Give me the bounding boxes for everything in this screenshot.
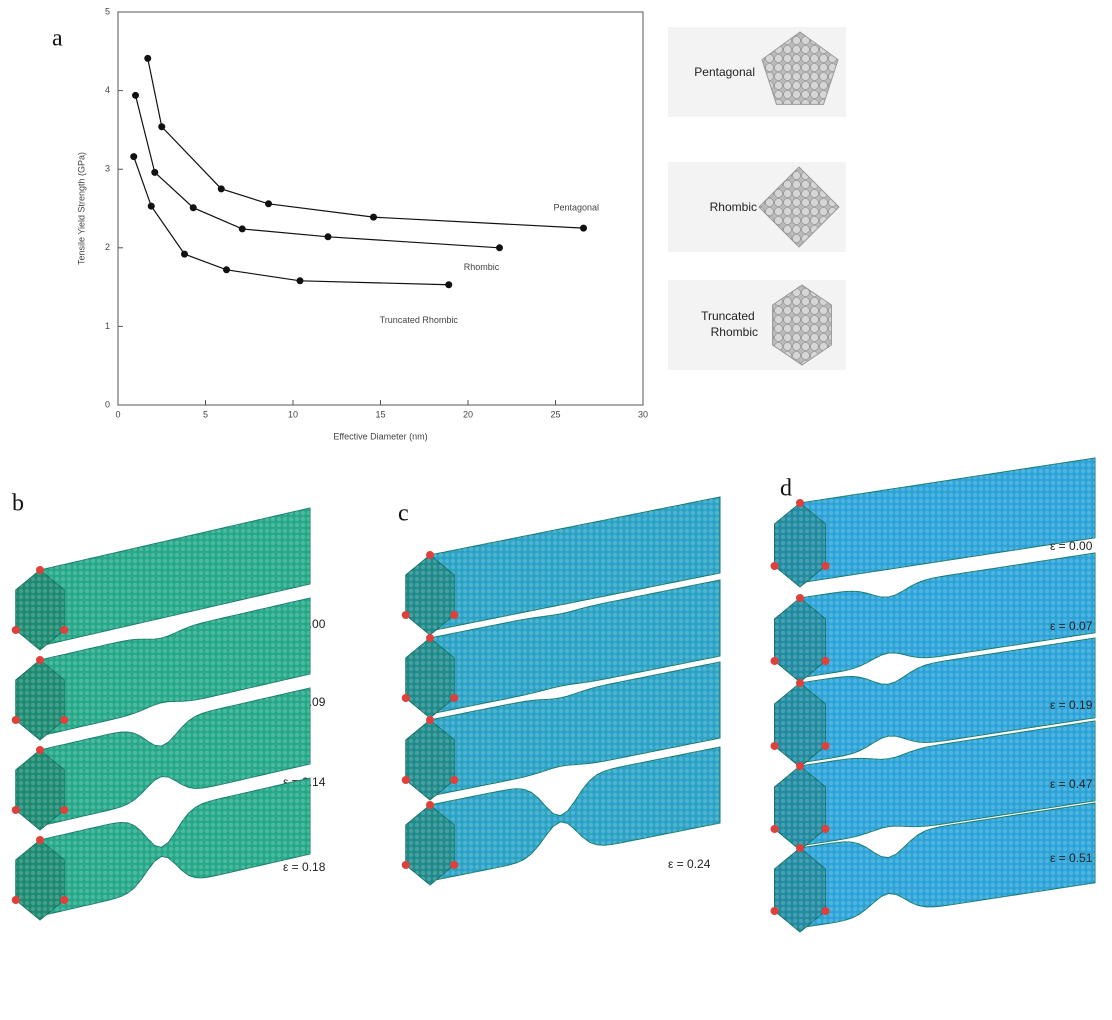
series-label: Rhombic [464, 262, 500, 272]
corner-atom [402, 611, 410, 619]
data-point [158, 123, 165, 130]
x-tick-label: 20 [463, 409, 473, 419]
corner-atom [796, 844, 804, 852]
data-point [148, 203, 155, 210]
x-tick-label: 30 [638, 409, 648, 419]
strain-label: ε = 0.24 [668, 857, 711, 871]
series-line [134, 157, 449, 285]
corner-atom [771, 825, 779, 833]
data-point [580, 225, 587, 232]
data-point [223, 266, 230, 273]
corner-atom [796, 679, 804, 687]
corner-atom [36, 746, 44, 754]
figure: a 0 5 10 15 20 25 30 0 1 2 3 4 5 Effective Diameter (… [0, 0, 1112, 1015]
legend-label-line: Truncated [701, 309, 758, 323]
data-point [496, 244, 503, 251]
corner-atom [36, 566, 44, 574]
corner-atom [771, 907, 779, 915]
strain-label: ε = 0.00 [1050, 539, 1093, 553]
series-label: Truncated Rhombic [380, 315, 459, 325]
legend-label: Pentagonal [694, 65, 755, 79]
y-tick-label: 1 [105, 321, 110, 331]
legend-label-line: Rhombic [711, 325, 758, 339]
data-point [130, 153, 137, 160]
corner-atom [426, 716, 434, 724]
y-tick-label: 3 [105, 164, 110, 174]
corner-atom [426, 634, 434, 642]
corner-atom [771, 657, 779, 665]
corner-atom [12, 806, 20, 814]
corner-atom [402, 861, 410, 869]
panel-label: c [398, 501, 409, 527]
x-tick-label: 0 [115, 409, 120, 419]
y-axis-label: Tensile Yield Strength (GPa) [76, 152, 86, 265]
page: a 0 5 10 15 20 25 30 0 1 2 3 4 5 Effective Diameter (… [0, 0, 1112, 1015]
series-line [136, 95, 500, 247]
y-tick-label: 5 [105, 6, 110, 16]
data-point [144, 55, 151, 62]
data-point [190, 204, 197, 211]
corner-atom [12, 896, 20, 904]
x-tick-label: 15 [375, 409, 385, 419]
corner-atom [796, 499, 804, 507]
corner-atom [426, 801, 434, 809]
data-point [151, 169, 158, 176]
panel-label: b [12, 491, 24, 517]
corner-atom [402, 694, 410, 702]
data-point [181, 251, 188, 258]
y-tick-label: 2 [105, 242, 110, 252]
corner-atom [821, 657, 829, 665]
data-point [370, 214, 377, 221]
corner-atom [450, 861, 458, 869]
x-axis-label: Effective Diameter (nm) [333, 431, 427, 441]
data-point [132, 92, 139, 99]
corner-atom [796, 594, 804, 602]
corner-atom [60, 896, 68, 904]
corner-atom [450, 611, 458, 619]
data-point [265, 200, 272, 207]
corner-atom [771, 562, 779, 570]
corner-atom [426, 551, 434, 559]
series-line [148, 58, 584, 228]
strain-label: ε = 0.47 [1050, 777, 1093, 791]
corner-atom [60, 806, 68, 814]
strain-label: ε = 0.51 [1050, 851, 1093, 865]
corner-atom [36, 656, 44, 664]
corner-atom [450, 694, 458, 702]
corner-atom [12, 716, 20, 724]
corner-atom [771, 742, 779, 750]
strain-label: ε = 0.18 [283, 860, 326, 874]
corner-atom [796, 762, 804, 770]
panel-label: d [780, 476, 792, 502]
corner-atom [821, 825, 829, 833]
data-point [218, 185, 225, 192]
x-tick-label: 25 [550, 409, 560, 419]
corner-atom [821, 562, 829, 570]
corner-atom [821, 907, 829, 915]
data-point [445, 281, 452, 288]
data-point [325, 233, 332, 240]
legend-label: Rhombic [710, 200, 757, 214]
y-tick-label: 4 [105, 85, 110, 95]
corner-atom [36, 836, 44, 844]
data-point [239, 225, 246, 232]
panel-label: a [52, 26, 63, 52]
data-point [297, 277, 304, 284]
strain-label: ε = 0.07 [1050, 619, 1093, 633]
corner-atom [12, 626, 20, 634]
x-tick-label: 10 [288, 409, 298, 419]
corner-atom [60, 626, 68, 634]
series-label: Pentagonal [554, 203, 600, 213]
strain-label: ε = 0.19 [1050, 698, 1093, 712]
corner-atom [821, 742, 829, 750]
corner-atom [450, 776, 458, 784]
y-tick-label: 0 [105, 399, 110, 409]
corner-atom [402, 776, 410, 784]
x-tick-label: 5 [203, 409, 208, 419]
corner-atom [60, 716, 68, 724]
